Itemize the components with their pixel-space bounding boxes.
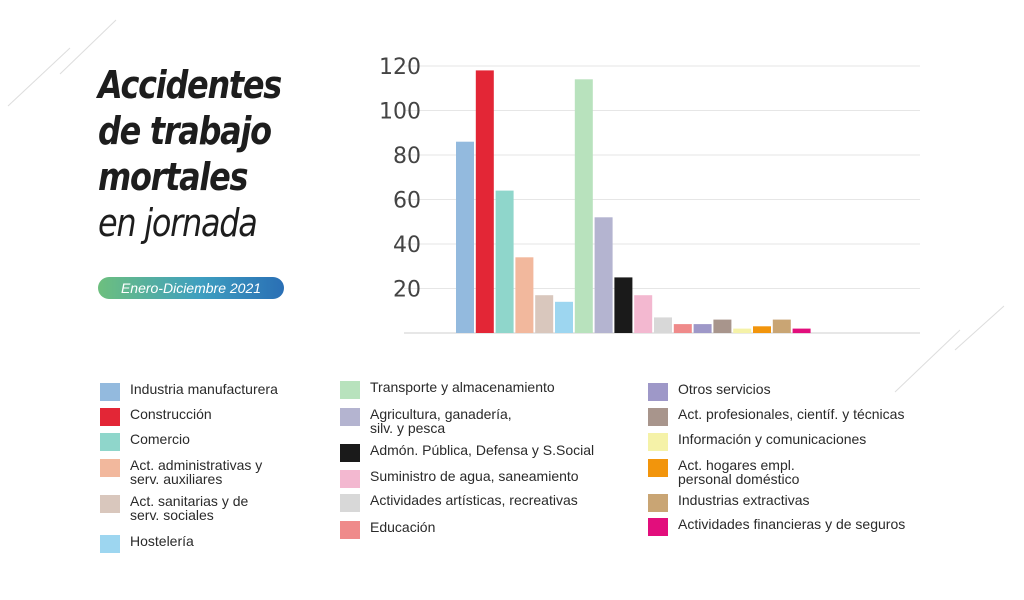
legend-item: Hostelería <box>100 534 194 553</box>
legend-item: Act. profesionales, científ. y técnicas <box>648 407 904 426</box>
bar <box>733 328 752 334</box>
bar <box>693 324 712 333</box>
legend-item: Comercio <box>100 432 190 451</box>
bar <box>713 319 732 333</box>
bar <box>753 326 771 333</box>
y-tick-label: 60 <box>393 189 421 214</box>
legend-label: Suministro de agua, saneamiento <box>370 468 579 484</box>
legend-item: Act. sanitarias y de serv. sociales <box>100 494 248 522</box>
legend-item: Industria manufacturera <box>100 382 278 401</box>
legend-item: Actividades artísticas, recreativas <box>340 493 578 512</box>
legend-item: Agricultura, ganadería, silv. y pesca <box>340 407 512 435</box>
bar <box>555 301 573 333</box>
legend-item: Otros servicios <box>648 382 771 401</box>
legend-swatch <box>648 459 668 477</box>
bar <box>475 70 494 334</box>
title-line-3: mortales <box>98 155 249 199</box>
legend-label: Act. hogares empl. personal doméstico <box>678 457 800 487</box>
legend-swatch <box>340 408 360 426</box>
legend-item: Actividades financieras y de seguros <box>648 517 905 536</box>
legend-label: Información y comunicaciones <box>678 431 867 447</box>
bar <box>456 141 474 333</box>
bar-chart: 20 40 60 80 100 120 <box>379 55 920 334</box>
legend-label: Actividades artísticas, recreativas <box>370 492 578 508</box>
legend-item: Suministro de agua, saneamiento <box>340 469 579 488</box>
legend-swatch <box>100 433 120 451</box>
y-tick-label: 40 <box>393 233 421 258</box>
legend-swatch <box>340 444 360 462</box>
bar <box>495 190 514 333</box>
y-tick-label: 80 <box>393 144 421 169</box>
bar <box>574 79 593 333</box>
legend-label: Transporte y almacenamiento <box>370 379 555 395</box>
bar <box>535 295 554 333</box>
legend-swatch <box>100 495 120 513</box>
legend-swatch <box>100 408 120 426</box>
title-line-4: en jornada <box>98 201 258 245</box>
bar <box>634 295 653 333</box>
bar <box>673 324 692 333</box>
legend-item: Construcción <box>100 407 212 426</box>
legend-swatch <box>100 383 120 401</box>
bar <box>515 257 534 333</box>
y-tick-label: 20 <box>393 278 421 303</box>
legend-swatch <box>340 521 360 539</box>
legend-swatch <box>100 459 120 477</box>
legend-swatch <box>340 381 360 399</box>
legend-label: Hostelería <box>130 533 194 549</box>
legend-swatch <box>648 518 668 536</box>
legend-swatch <box>648 494 668 512</box>
bar <box>614 277 633 333</box>
bar <box>772 319 791 333</box>
legend-item: Act. hogares empl. personal doméstico <box>648 458 799 486</box>
legend-swatch <box>100 535 120 553</box>
legend-item: Información y comunicaciones <box>648 432 866 451</box>
bar <box>654 317 672 333</box>
bar <box>792 328 811 334</box>
legend-label: Admón. Pública, Defensa y S.Social <box>370 442 595 458</box>
title-line-1: Accidentes <box>98 63 282 107</box>
legend-item: Act. administrativas y serv. auxiliares <box>100 458 262 486</box>
legend-swatch <box>340 494 360 512</box>
legend-swatch <box>648 383 668 401</box>
legend-item: Educación <box>340 520 435 539</box>
legend-label: Act. profesionales, científ. y técnicas <box>678 406 905 422</box>
title-line-2: de trabajo <box>98 109 272 153</box>
y-tick-label: 120 <box>379 55 421 80</box>
page-title: Accidentes de trabajo mortales en jornad… <box>98 62 358 246</box>
legend-label: Educación <box>370 519 436 535</box>
y-tick-label: 100 <box>379 100 421 125</box>
legend-item: Admón. Pública, Defensa y S.Social <box>340 443 594 462</box>
legend-label: Act. administrativas y serv. auxiliares <box>130 457 263 487</box>
legend-item: Transporte y almacenamiento <box>340 380 555 399</box>
legend-label: Agricultura, ganadería, silv. y pesca <box>370 406 512 436</box>
legend-label: Construcción <box>130 406 212 422</box>
legend-swatch <box>340 470 360 488</box>
legend-label: Otros servicios <box>678 381 771 397</box>
period-badge: Enero-Diciembre 2021 <box>98 277 284 299</box>
legend-item: Industrias extractivas <box>648 493 810 512</box>
legend-label: Comercio <box>130 431 190 447</box>
legend-label: Act. sanitarias y de serv. sociales <box>130 493 249 523</box>
legend-label: Actividades financieras y de seguros <box>678 516 906 532</box>
bar <box>594 217 613 333</box>
legend-label: Industria manufacturera <box>130 381 278 397</box>
legend-swatch <box>648 433 668 451</box>
legend-label: Industrias extractivas <box>678 492 810 508</box>
legend-swatch <box>648 408 668 426</box>
